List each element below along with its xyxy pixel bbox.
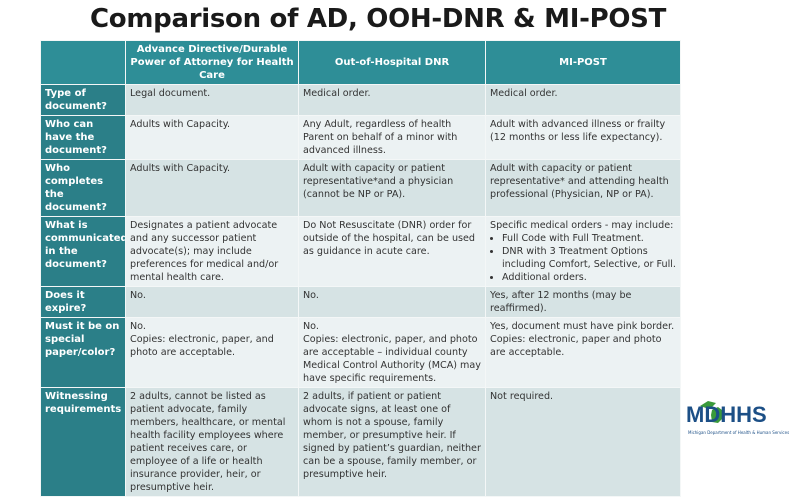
cell-ad: No. bbox=[125, 286, 299, 318]
row-label: Type of document? bbox=[40, 84, 126, 116]
cell-ad: No. Copies: electronic, paper, and photo… bbox=[125, 317, 299, 388]
cell-mipost: Adult with capacity or patient represent… bbox=[485, 159, 681, 217]
cell-mipost: Specific medical orders - may include: F… bbox=[485, 216, 681, 287]
cell-ad-copies: Copies: electronic, paper, and photo are… bbox=[130, 334, 274, 358]
mipost-orders-list: Full Code with Full Treatment. DNR with … bbox=[490, 232, 676, 284]
cell-mipost: Not required. bbox=[485, 387, 681, 497]
cell-dnr: 2 adults, if patient or patient advocate… bbox=[298, 387, 486, 497]
cell-dnr-copies: Copies: electronic, paper, and photo are… bbox=[303, 334, 481, 384]
table-row: Who can have the document? Adults with C… bbox=[40, 115, 681, 160]
cell-ad: 2 adults, cannot be listed as patient ad… bbox=[125, 387, 299, 497]
row-label: Does it expire? bbox=[40, 286, 126, 318]
cell-mipost: Yes, document must have pink border. Cop… bbox=[485, 317, 681, 388]
table-row: Must it be on special paper/color? No. C… bbox=[40, 317, 681, 388]
logo-subtitle: Michigan Department of Health & Human Se… bbox=[688, 430, 790, 435]
cell-mipost: Adult with advanced illness or frailty (… bbox=[485, 115, 681, 160]
header-mipost: MI-POST bbox=[485, 40, 681, 85]
cell-mipost: Medical order. bbox=[485, 84, 681, 116]
cell-ad-answer: No. bbox=[130, 321, 146, 332]
row-label: Who completes the document? bbox=[40, 159, 126, 217]
row-label: What is communicated in the document? bbox=[40, 216, 126, 287]
cell-ad: Adults with Capacity. bbox=[125, 115, 299, 160]
michigan-map-icon bbox=[700, 401, 723, 423]
cell-mipost: Yes, after 12 months (may be reaffirmed)… bbox=[485, 286, 681, 318]
list-item: DNR with 3 Treatment Options including C… bbox=[502, 245, 676, 271]
table-row: Does it expire? No. No. Yes, after 12 mo… bbox=[40, 286, 681, 318]
cell-dnr: Any Adult, regardless of health Parent o… bbox=[298, 115, 486, 160]
cell-ad: Designates a patient advocate and any su… bbox=[125, 216, 299, 287]
cell-dnr: Do Not Resuscitate (DNR) order for outsi… bbox=[298, 216, 486, 287]
page-title: Comparison of AD, OOH-DNR & MI-POST bbox=[90, 4, 667, 34]
cell-ad: Legal document. bbox=[125, 84, 299, 116]
header-row: Advance Directive/Durable Power of Attor… bbox=[40, 40, 681, 85]
mipost-orders-intro: Specific medical orders - may include: bbox=[490, 220, 674, 231]
cell-dnr: Medical order. bbox=[298, 84, 486, 116]
logo-text: MDHHS bbox=[686, 402, 767, 427]
cell-dnr: Adult with capacity or patient represent… bbox=[298, 159, 486, 217]
list-item: Full Code with Full Treatment. bbox=[502, 232, 676, 245]
cell-dnr: No. Copies: electronic, paper, and photo… bbox=[298, 317, 486, 388]
cell-dnr: No. bbox=[298, 286, 486, 318]
header-empty bbox=[40, 40, 126, 85]
list-item: Additional orders. bbox=[502, 271, 676, 284]
row-label: Witnessing requirements bbox=[40, 387, 126, 497]
table-row: What is communicated in the document? De… bbox=[40, 216, 681, 287]
header-dnr: Out-of-Hospital DNR bbox=[298, 40, 486, 85]
table-row: Type of document? Legal document. Medica… bbox=[40, 84, 681, 116]
cell-dnr-answer: No. bbox=[303, 321, 319, 332]
row-label: Must it be on special paper/color? bbox=[40, 317, 126, 388]
header-ad: Advance Directive/Durable Power of Attor… bbox=[125, 40, 299, 85]
mdhhs-logo: MDHHS Michigan Department of Health & Hu… bbox=[684, 398, 794, 444]
table-row: Who completes the document? Adults with … bbox=[40, 159, 681, 217]
comparison-table: Advance Directive/Durable Power of Attor… bbox=[40, 40, 681, 497]
row-label: Who can have the document? bbox=[40, 115, 126, 160]
cell-ad: Adults with Capacity. bbox=[125, 159, 299, 217]
table-row: Witnessing requirements 2 adults, cannot… bbox=[40, 387, 681, 497]
